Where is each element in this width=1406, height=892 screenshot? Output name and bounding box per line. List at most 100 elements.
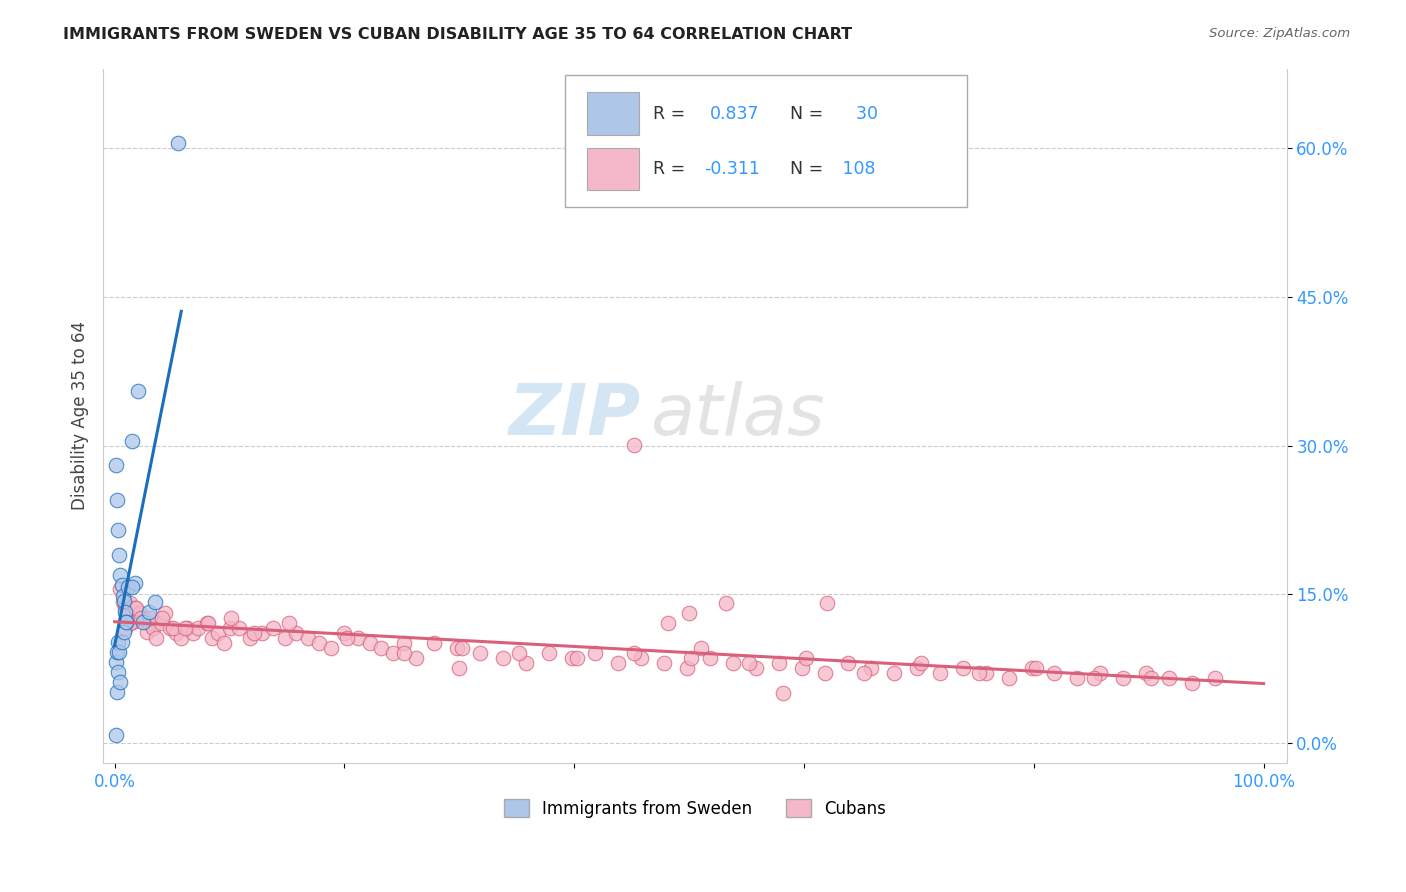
Point <box>652 656 675 670</box>
Point <box>114 601 136 615</box>
Y-axis label: Disability Age 35 to 64: Disability Age 35 to 64 <box>72 321 89 510</box>
Point <box>129 611 152 625</box>
Point <box>122 615 145 630</box>
Point <box>583 646 606 660</box>
Text: 30: 30 <box>845 104 879 123</box>
Point <box>135 625 157 640</box>
Point <box>370 640 392 655</box>
Point <box>974 665 997 680</box>
Point <box>623 646 645 660</box>
Point <box>104 728 127 742</box>
Point <box>187 621 209 635</box>
Point <box>262 621 284 635</box>
Point <box>814 665 837 680</box>
Point <box>997 671 1019 685</box>
Point <box>790 661 813 675</box>
Point <box>492 651 515 665</box>
Point <box>121 580 143 594</box>
Point <box>859 661 882 675</box>
Point <box>118 616 141 631</box>
Point <box>1140 671 1163 685</box>
Point <box>127 611 149 625</box>
Point <box>105 645 128 659</box>
Point <box>125 601 148 615</box>
Point <box>745 661 768 675</box>
Point <box>565 651 588 665</box>
Point <box>176 621 198 635</box>
Point <box>117 580 139 594</box>
Point <box>910 656 932 670</box>
Point <box>837 656 859 670</box>
Point <box>104 655 127 669</box>
Point <box>110 577 132 591</box>
Point <box>347 631 370 645</box>
Point <box>967 665 990 680</box>
Point <box>675 661 697 675</box>
Text: IMMIGRANTS FROM SWEDEN VS CUBAN DISABILITY AGE 35 TO 64 CORRELATION CHART: IMMIGRANTS FROM SWEDEN VS CUBAN DISABILI… <box>63 27 852 42</box>
Point <box>423 636 446 650</box>
Point <box>127 384 149 398</box>
Point <box>143 595 166 609</box>
Point <box>132 611 155 625</box>
Point <box>405 651 427 665</box>
Point <box>124 601 146 615</box>
Point <box>1135 665 1157 680</box>
Point <box>699 651 721 665</box>
Point <box>537 646 560 660</box>
Point <box>219 611 242 625</box>
Point <box>681 651 703 665</box>
Point <box>195 616 218 631</box>
Text: -0.311: -0.311 <box>704 161 761 178</box>
Point <box>108 645 131 659</box>
Point <box>333 626 356 640</box>
Point <box>105 493 128 508</box>
Point <box>446 640 468 655</box>
Point <box>678 607 700 621</box>
Point <box>138 605 160 619</box>
Point <box>207 626 229 640</box>
Point <box>107 665 129 679</box>
FancyBboxPatch shape <box>588 93 640 135</box>
Point <box>657 616 679 631</box>
Point <box>250 626 273 640</box>
Point <box>392 636 415 650</box>
Point <box>852 665 875 680</box>
FancyBboxPatch shape <box>565 76 967 208</box>
Point <box>515 656 537 670</box>
Point <box>308 636 330 650</box>
Point <box>794 651 817 665</box>
Point <box>111 595 134 609</box>
Point <box>132 615 155 630</box>
Text: ZIP: ZIP <box>509 381 641 450</box>
Point <box>107 635 129 649</box>
Point <box>111 590 134 604</box>
Point <box>561 651 583 665</box>
Point <box>714 596 737 610</box>
Point <box>319 640 342 655</box>
Point <box>145 631 167 645</box>
Point <box>1021 661 1043 675</box>
Point <box>689 640 711 655</box>
Point <box>905 661 928 675</box>
Point <box>149 616 172 631</box>
Point <box>1112 671 1135 685</box>
Text: N =: N = <box>790 161 823 178</box>
Point <box>159 621 181 635</box>
Point <box>883 665 905 680</box>
Point <box>112 594 135 608</box>
Point <box>110 567 132 582</box>
Point <box>392 646 415 660</box>
Point <box>115 615 138 630</box>
Point <box>952 661 974 675</box>
Point <box>197 616 219 631</box>
Text: atlas: atlas <box>650 381 824 450</box>
Point <box>170 631 193 645</box>
Point <box>121 434 143 448</box>
Point <box>508 646 530 660</box>
Point <box>110 582 132 597</box>
Point <box>107 523 129 537</box>
Point <box>112 625 135 640</box>
Point <box>150 611 173 625</box>
Text: N =: N = <box>790 104 823 123</box>
Text: R =: R = <box>654 104 692 123</box>
